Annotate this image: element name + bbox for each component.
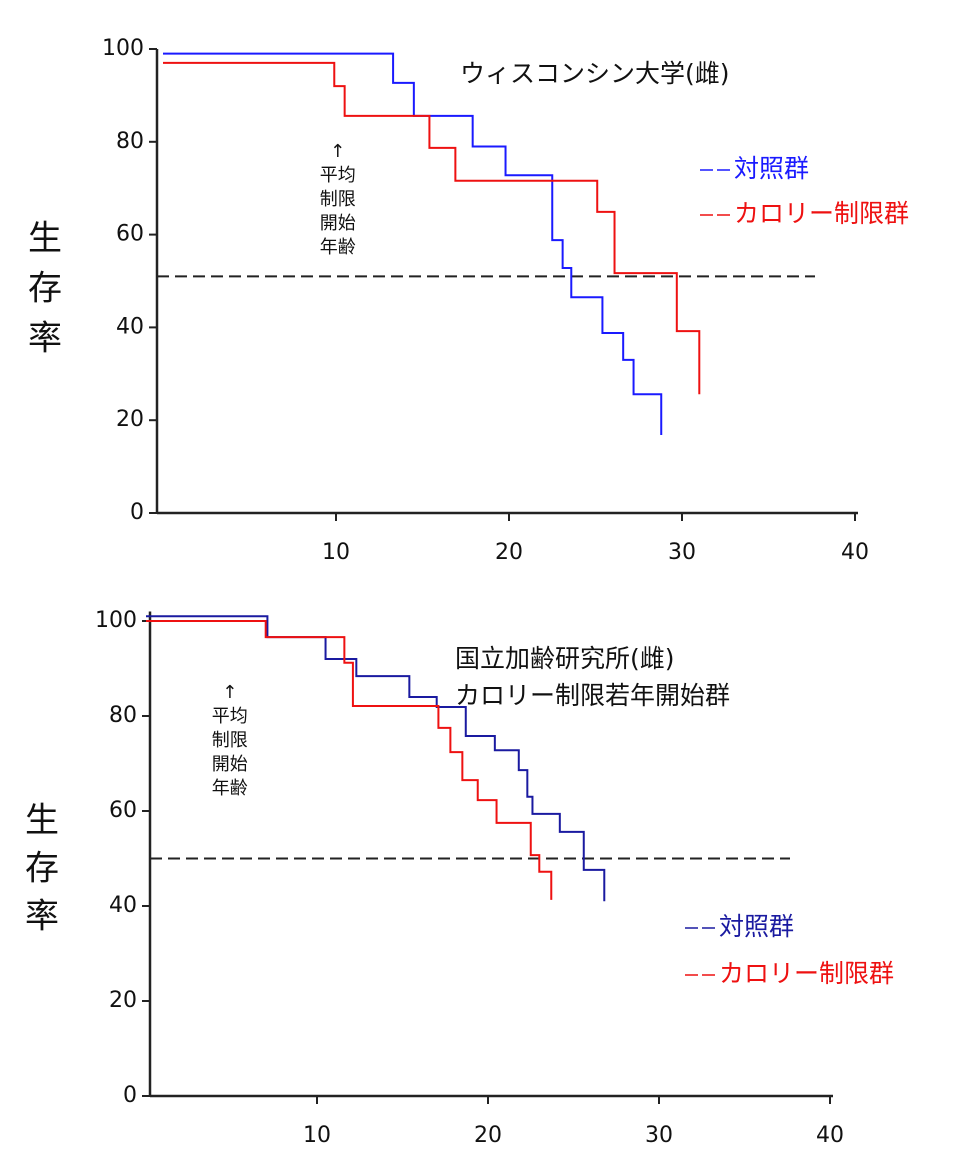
survival-line: [163, 52, 663, 436]
y-axis-label: 存: [28, 269, 62, 309]
y-tick-label: 40: [109, 893, 137, 918]
annotation: 制限: [212, 730, 248, 751]
legend-label: 対照群: [719, 912, 794, 941]
annotation: 開始: [320, 213, 356, 234]
y-tick-label: 0: [130, 500, 144, 525]
x-tick-label: 30: [645, 1123, 673, 1148]
legend-label: カロリー制限群: [734, 199, 909, 228]
y-tick-label: 100: [95, 608, 137, 633]
y-tick-label: 60: [109, 798, 137, 823]
x-tick-label: 40: [841, 540, 869, 565]
chart-subtitle: カロリー制限若年開始群: [455, 681, 730, 710]
x-tick-label: 20: [495, 540, 523, 565]
annotation: 年齢: [320, 237, 356, 258]
legend-label: カロリー制限群: [719, 959, 894, 988]
annotation: 平均: [212, 706, 248, 727]
legend-label: 対照群: [734, 154, 809, 183]
x-tick-label: 10: [322, 540, 350, 565]
y-axis-label: 生: [28, 219, 62, 259]
y-axis-label: 率: [25, 897, 59, 937]
y-axis-label: 率: [28, 319, 62, 359]
chart-title: ウィスコンシン大学(雌): [460, 59, 730, 88]
annotation: ↑: [330, 141, 345, 162]
y-tick-label: 80: [116, 129, 144, 154]
annotation: ↑: [222, 682, 237, 703]
y-tick-label: 80: [109, 703, 137, 728]
annotation: 開始: [212, 754, 248, 775]
survival-line: [146, 620, 553, 900]
y-axis-label: 生: [25, 801, 59, 841]
annotation: 年齢: [212, 778, 248, 799]
x-tick-label: 40: [816, 1123, 844, 1148]
chart-title: 国立加齢研究所(雌): [455, 644, 675, 673]
annotation: 制限: [320, 189, 356, 210]
x-tick-label: 10: [303, 1123, 331, 1148]
y-axis-label: 存: [25, 849, 59, 889]
y-tick-label: 60: [116, 222, 144, 247]
y-tick-label: 20: [116, 407, 144, 432]
survival-line: [163, 61, 701, 395]
x-tick-label: 20: [474, 1123, 502, 1148]
annotation: 平均: [320, 165, 356, 186]
x-tick-label: 30: [668, 540, 696, 565]
y-tick-label: 20: [109, 988, 137, 1013]
y-tick-label: 100: [102, 36, 144, 61]
y-tick-label: 40: [116, 314, 144, 339]
survival-line: [146, 615, 606, 902]
y-tick-label: 0: [123, 1083, 137, 1108]
